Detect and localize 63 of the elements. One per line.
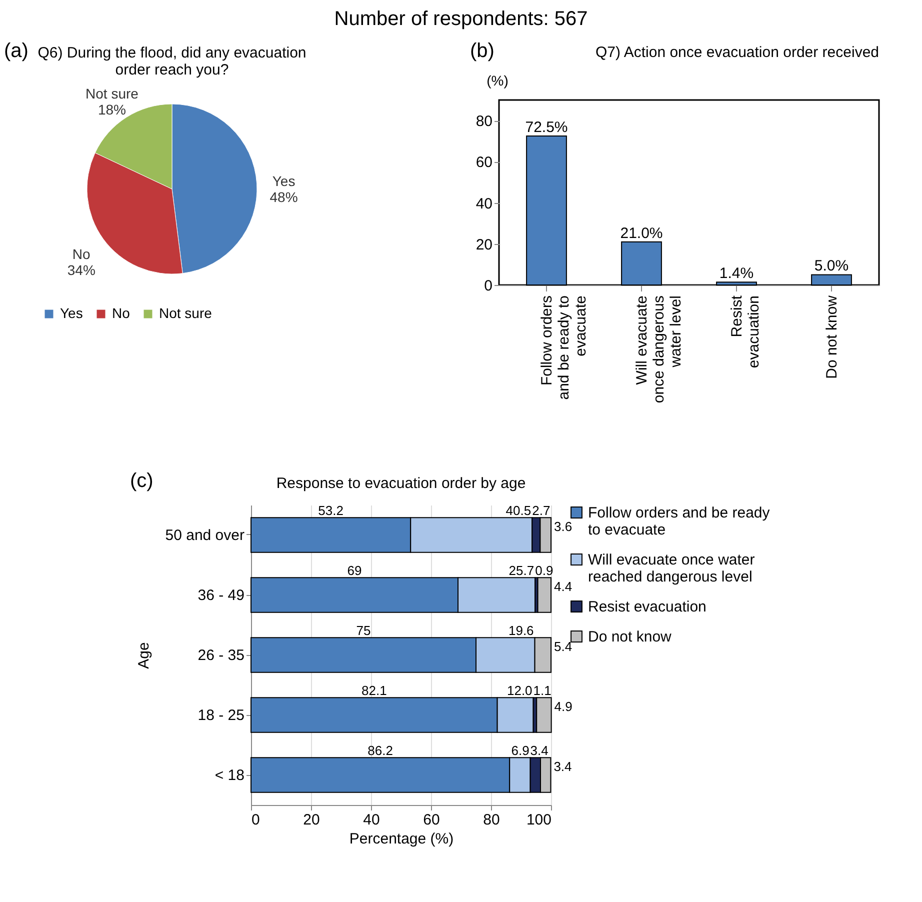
legend-label: Not sure <box>159 305 212 321</box>
data-label: 12.0 <box>506 683 532 698</box>
data-label: 82.1 <box>361 683 387 698</box>
data-label: 3.6 <box>554 519 572 534</box>
legend-label: No <box>112 305 130 321</box>
chart-title: Q6) During the flood, did any evacuation order reach you? <box>38 44 306 78</box>
data-label: 4.4 <box>554 579 572 594</box>
data-label: 0.9 <box>535 563 554 578</box>
data-label: 2.7 <box>532 503 550 518</box>
data-label: 40.5 <box>506 503 532 518</box>
x-tick-label: Follow orders and be ready to evacuate <box>538 296 590 400</box>
x-tick-label: Do not know <box>824 295 840 379</box>
chart-title: Q7) Action once evacuation order received <box>596 44 879 61</box>
y-tick-label: 18 - 25 <box>198 707 244 724</box>
x-axis-title: Percentage (%) <box>349 830 454 848</box>
data-label: 69 <box>347 563 362 578</box>
data-label: 75 <box>356 623 371 638</box>
data-label: 25.7 <box>508 563 534 578</box>
chart-title: Response to evacuation order by age <box>276 475 526 492</box>
slice-label: No <box>72 246 91 262</box>
y-tick-label: < 18 <box>214 767 244 784</box>
legend-label: Do not know <box>588 628 672 646</box>
x-tick-label: 20 <box>303 812 320 828</box>
x-tick-label: 0 <box>252 812 260 828</box>
x-tick-label: 100 <box>526 812 552 828</box>
y-tick-label: 60 <box>476 154 492 172</box>
slice-label: Not sure <box>86 85 139 102</box>
x-tick-label: 40 <box>363 812 380 828</box>
legend-label: Yes <box>60 305 83 321</box>
y-tick-label: 50 and over <box>165 527 244 544</box>
data-label: 5.0% <box>814 258 849 275</box>
slice-label: Yes <box>272 172 296 189</box>
data-label: 3.4 <box>530 743 548 758</box>
data-label: 53.2 <box>318 503 344 518</box>
legend-label: Resist evacuation <box>588 598 706 616</box>
text: Number of respondents: 567 <box>333 8 589 31</box>
legend-label: Follow orders and be ready to evacuate <box>588 504 770 538</box>
data-label: 1.4% <box>719 265 754 282</box>
x-tick-label: 60 <box>423 812 440 828</box>
text: (b) <box>470 40 494 63</box>
data-label: 3.4 <box>554 759 572 774</box>
data-label: 86.2 <box>368 743 393 758</box>
y-axis-title: (%) <box>486 72 508 88</box>
data-label: 19.6 <box>508 623 534 638</box>
data-label: 4.9 <box>554 699 572 714</box>
y-tick-label: 0 <box>484 278 492 294</box>
text: (a) <box>4 40 28 63</box>
data-label: 18% <box>98 101 126 118</box>
y-tick-label: 36 - 49 <box>198 587 244 604</box>
data-label: 72.5% <box>525 118 568 136</box>
data-label: 34% <box>67 262 96 278</box>
y-tick-label: 80 <box>476 113 492 130</box>
text: (c) <box>130 470 154 493</box>
data-label: 48% <box>270 188 298 205</box>
data-label: 6.9 <box>511 743 530 758</box>
y-tick-label: 26 - 35 <box>198 647 244 664</box>
y-axis-title: Age <box>135 642 152 669</box>
legend-label: Will evacuate once water reached dangerous level <box>588 552 755 586</box>
data-label: 1.1 <box>533 683 552 698</box>
data-label: 5.4 <box>554 639 572 654</box>
y-tick-label: 20 <box>476 236 492 254</box>
data-label: 21.0% <box>620 224 663 242</box>
y-tick-label: 40 <box>476 195 492 212</box>
